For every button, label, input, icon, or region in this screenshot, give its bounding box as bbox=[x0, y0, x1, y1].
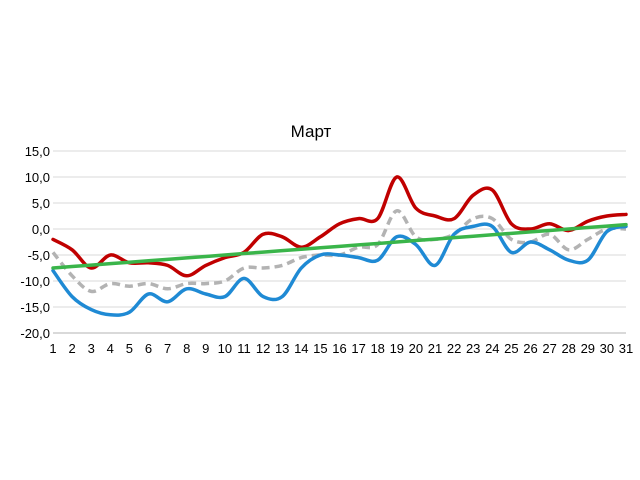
x-tick-label: 8 bbox=[183, 341, 190, 356]
x-tick-label: 29 bbox=[581, 341, 595, 356]
y-tick-label: 0,0 bbox=[32, 222, 50, 237]
x-tick-label: 6 bbox=[145, 341, 152, 356]
series-line-min bbox=[51, 222, 628, 317]
x-tick-label: 23 bbox=[466, 341, 480, 356]
y-tick-label: -5,0 bbox=[28, 248, 50, 263]
series-line-max bbox=[51, 175, 628, 278]
y-tick-label: -20,0 bbox=[20, 326, 50, 341]
y-tick-label: 5,0 bbox=[32, 196, 50, 211]
x-tick-label: 31 bbox=[619, 341, 633, 356]
x-tick-label: 10 bbox=[218, 341, 232, 356]
x-tick-label: 9 bbox=[202, 341, 209, 356]
y-tick-label: -10,0 bbox=[20, 274, 50, 289]
series-lines bbox=[51, 175, 628, 317]
x-tick-label: 15 bbox=[313, 341, 327, 356]
x-tick-label: 20 bbox=[409, 341, 423, 356]
x-tick-label: 7 bbox=[164, 341, 171, 356]
x-tick-label: 25 bbox=[504, 341, 518, 356]
x-tick-label: 16 bbox=[332, 341, 346, 356]
y-axis-tick-labels: 15,0 10,0 5,0 0,0 -5,0 -10,0 -15,0 -20,0 bbox=[20, 144, 50, 341]
x-tick-label: 22 bbox=[447, 341, 461, 356]
x-tick-label: 21 bbox=[428, 341, 442, 356]
x-tick-label: 11 bbox=[237, 341, 251, 356]
x-tick-label: 18 bbox=[370, 341, 384, 356]
x-tick-label: 17 bbox=[351, 341, 365, 356]
y-tick-label: -15,0 bbox=[20, 300, 50, 315]
x-tick-label: 28 bbox=[561, 341, 575, 356]
x-tick-label: 13 bbox=[275, 341, 289, 356]
x-tick-label: 26 bbox=[523, 341, 537, 356]
x-tick-label: 24 bbox=[485, 341, 499, 356]
y-tick-label: 15,0 bbox=[25, 144, 50, 159]
x-tick-label: 19 bbox=[390, 341, 404, 356]
x-tick-label: 12 bbox=[256, 341, 270, 356]
x-tick-label: 3 bbox=[88, 341, 95, 356]
chart-title: Март bbox=[291, 122, 332, 141]
x-tick-label: 2 bbox=[68, 341, 75, 356]
y-tick-label: 10,0 bbox=[25, 170, 50, 185]
x-tick-label: 30 bbox=[600, 341, 614, 356]
x-tick-label: 4 bbox=[107, 341, 114, 356]
series-line-trend bbox=[51, 222, 628, 270]
x-tick-label: 14 bbox=[294, 341, 308, 356]
x-tick-label: 5 bbox=[126, 341, 133, 356]
x-tick-label: 1 bbox=[49, 341, 56, 356]
x-tick-label: 27 bbox=[542, 341, 556, 356]
x-axis-tick-labels: 1 2 3 4 5 6 7 8 9 10 11 12 13 14 15 16 17 18 19 20 21 22 23 24 2… bbox=[49, 341, 633, 356]
